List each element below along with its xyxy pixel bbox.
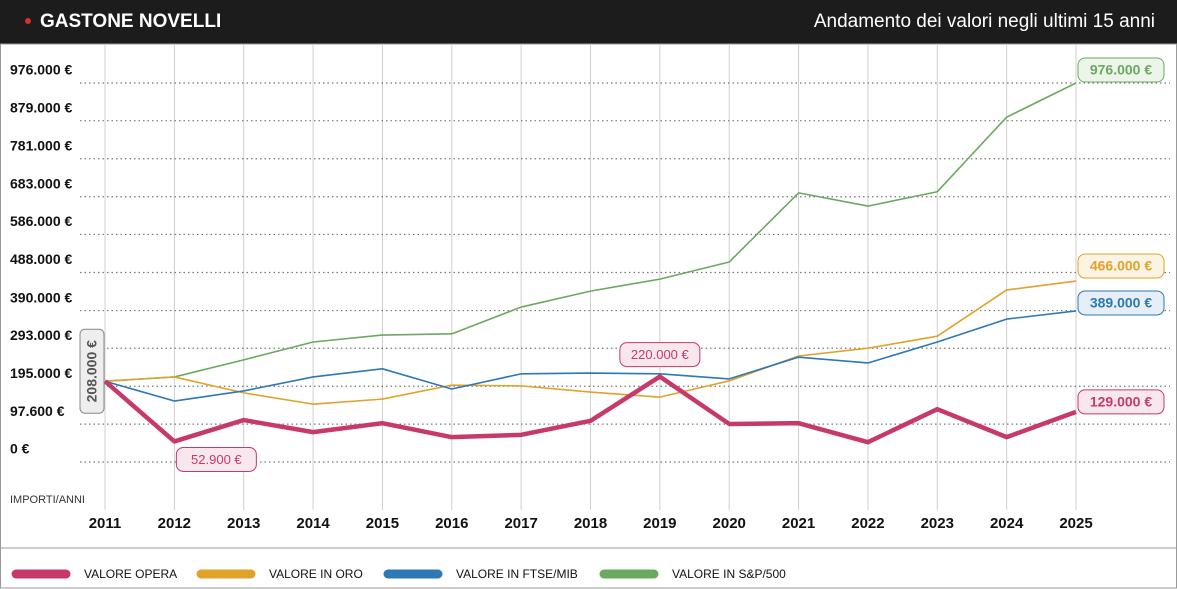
y-tick-label: 390.000 € (10, 289, 72, 305)
y-tick-label: 293.000 € (10, 327, 72, 343)
series-line (103, 374, 1077, 445)
y-tick-label: 0 € (10, 441, 30, 457)
y-tick-label: 683.000 € (10, 175, 72, 191)
series-line (104, 280, 1077, 405)
value-label: 220.000 € (619, 342, 701, 368)
y-tick-label: 879.000 € (10, 99, 72, 115)
legend-label: VALORE IN FTSE/MIB (456, 567, 578, 581)
value-label: 389.000 € (1077, 290, 1165, 316)
legend-label: VALORE OPERA (84, 567, 177, 581)
y-axis-label: IMPORTI/ANNI (10, 494, 85, 506)
x-tick-label: 2023 (921, 515, 954, 532)
value-label-box (1077, 253, 1165, 279)
value-label-text: 52.900 € (191, 452, 242, 467)
value-label-tint (619, 342, 700, 367)
frame (0, 43, 1177, 589)
header-bar (0, 0, 1177, 44)
chart-title: GASTONE NOVELLI (40, 11, 221, 32)
x-tick-label: 2012 (158, 515, 191, 532)
x-tick-label: 2019 (643, 515, 676, 532)
x-tick-label: 2017 (504, 515, 537, 532)
value-label: 466.000 € (1077, 253, 1165, 279)
value-label-box (1077, 57, 1165, 83)
y-tick-label: 781.000 € (10, 137, 72, 153)
value-label-text: 129.000 € (1090, 394, 1152, 410)
y-tick-label: 976.000 € (10, 62, 72, 78)
x-tick-label: 2024 (990, 515, 1024, 532)
y-tick-label: 586.000 € (10, 213, 72, 229)
legend-label: VALORE IN S&P/500 (672, 567, 786, 581)
value-label: 129.000 € (1077, 389, 1165, 415)
value-label-text: 389.000 € (1090, 295, 1152, 311)
legend-label: VALORE IN ORO (269, 567, 363, 581)
x-tick-label: 2013 (227, 515, 260, 532)
value-label-box (79, 328, 105, 414)
x-tick-label: 2020 (713, 515, 746, 532)
x-tick-label: 2015 (366, 515, 399, 532)
x-tick-label: 2025 (1059, 515, 1092, 532)
y-tick-label: 195.000 € (10, 365, 72, 381)
value-label-text: 208.000 € (84, 340, 100, 402)
series-line (104, 82, 1077, 383)
value-label: 976.000 € (1077, 57, 1165, 83)
series-line (104, 310, 1077, 402)
value-label-text: 466.000 € (1090, 258, 1152, 274)
value-label-tint (176, 447, 257, 472)
value-label-box (1077, 290, 1165, 316)
value-label-box (175, 446, 257, 472)
x-tick-label: 2011 (89, 515, 122, 532)
value-label-tint (1078, 254, 1164, 279)
x-tick-label: 2014 (296, 515, 330, 532)
y-tick-label: 488.000 € (10, 251, 72, 267)
value-label-text: 976.000 € (1090, 62, 1152, 78)
value-label-tint (1078, 58, 1164, 82)
value-label: 208.000 € (79, 328, 105, 414)
value-label-text: 220.000 € (631, 347, 690, 362)
chart-subtitle: Andamento dei valori negli ultimi 15 ann… (814, 11, 1155, 32)
y-tick-label: 97.600 € (10, 403, 65, 419)
x-tick-label: 2016 (435, 515, 468, 532)
value-label-tint (1078, 290, 1164, 315)
x-tick-label: 2022 (851, 515, 884, 532)
value-label-box (619, 342, 701, 368)
x-tick-label: 2021 (782, 515, 815, 532)
value-label-tint (1078, 389, 1164, 414)
header-dot (25, 18, 31, 24)
value-label-box (1077, 389, 1165, 415)
value-label: 52.900 € (175, 446, 257, 472)
x-tick-label: 2018 (574, 515, 607, 532)
